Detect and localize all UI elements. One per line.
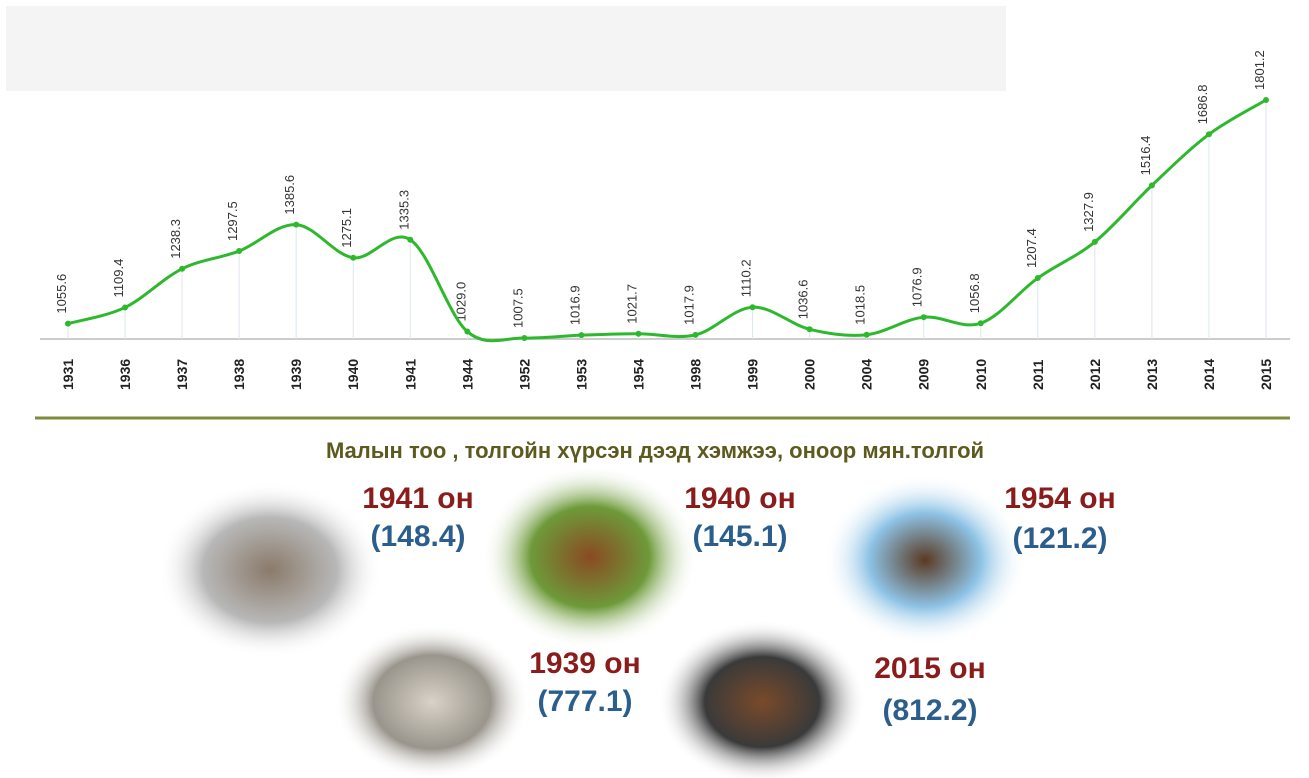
point xyxy=(635,331,641,337)
x-tick-label: 1998 xyxy=(688,359,704,390)
x-tick-label: 1937 xyxy=(174,359,190,390)
point xyxy=(978,320,984,326)
x-tick-label: 1941 xyxy=(402,359,418,390)
point xyxy=(350,255,356,261)
x-tick-label: 2011 xyxy=(1030,359,1046,390)
annotation-year: 1941 он xyxy=(362,482,474,515)
annotation-value: (148.4) xyxy=(370,520,465,553)
point xyxy=(293,222,299,228)
point xyxy=(1035,275,1041,281)
x-tick-label: 1999 xyxy=(745,359,761,390)
x-tick-label: 2014 xyxy=(1201,359,1217,390)
point xyxy=(921,314,927,320)
x-tick-label: 1940 xyxy=(345,359,361,390)
photo-camels xyxy=(823,474,1027,646)
chart: Малын тоо , толгойн хүрсэн дээд хэмжээ, … xyxy=(0,0,1309,778)
point xyxy=(1206,131,1212,137)
data-label: 1056.8 xyxy=(967,273,982,313)
data-label: 1076.9 xyxy=(910,267,925,307)
data-label: 1297.5 xyxy=(225,201,240,241)
data-label: 1516.4 xyxy=(1138,136,1153,176)
x-tick-label: 2000 xyxy=(802,359,818,390)
annotation-value: (121.2) xyxy=(1012,522,1107,555)
x-tick-label: 1954 xyxy=(630,359,646,390)
x-tick-label: 1936 xyxy=(117,359,133,390)
annotation-year: 2015 он xyxy=(874,652,986,685)
data-label: 1036.6 xyxy=(796,280,811,320)
photo-sheep xyxy=(334,624,530,778)
data-label: 1327.9 xyxy=(1081,192,1096,232)
data-label: 1016.9 xyxy=(567,285,582,325)
point xyxy=(236,248,242,254)
x-tick-label: 1952 xyxy=(516,359,532,390)
x-tick-label: 2004 xyxy=(859,359,875,390)
annotation-value: (145.1) xyxy=(692,520,787,553)
x-tick-label: 1953 xyxy=(573,359,589,390)
annotation-year: 1940 он xyxy=(684,482,796,515)
data-label: 1335.3 xyxy=(396,190,411,230)
data-label: 1017.9 xyxy=(682,285,697,325)
x-tick-label: 1944 xyxy=(459,359,475,390)
point xyxy=(407,237,413,243)
data-label: 1021.7 xyxy=(624,284,639,324)
annotation-year: 1939 он xyxy=(529,647,641,680)
data-label: 1238.3 xyxy=(168,219,183,259)
x-tick-label: 2009 xyxy=(916,359,932,390)
point xyxy=(179,266,185,272)
point xyxy=(464,329,470,335)
data-label: 1055.6 xyxy=(54,274,69,314)
x-tick-label: 1939 xyxy=(288,359,304,390)
photo-horses xyxy=(158,482,382,658)
photo-cattle xyxy=(482,465,698,649)
data-label: 1110.2 xyxy=(739,259,754,297)
point xyxy=(864,332,870,338)
page: {"chart_data": {"type": "line", "categor… xyxy=(0,0,1309,778)
data-label: 1275.1 xyxy=(339,208,354,248)
caption: Малын тоо , толгойн хүрсэн дээд хэмжээ, … xyxy=(326,438,984,463)
photo-goats xyxy=(658,620,866,778)
point xyxy=(807,326,813,332)
header-band xyxy=(6,6,1006,91)
data-label: 1007.5 xyxy=(510,288,525,328)
x-tick-label: 1931 xyxy=(60,359,76,390)
point xyxy=(578,332,584,338)
data-label: 1207.4 xyxy=(1024,228,1039,268)
point xyxy=(1092,239,1098,245)
data-label: 1385.6 xyxy=(282,175,297,215)
annotation-year: 1954 он xyxy=(1004,482,1116,515)
data-label: 1018.5 xyxy=(853,285,868,325)
x-tick-label: 1938 xyxy=(231,359,247,390)
x-tick-label: 2015 xyxy=(1258,359,1274,390)
annotation-value: (777.1) xyxy=(537,685,632,718)
data-label: 1686.8 xyxy=(1195,85,1210,125)
annotation-value: (812.2) xyxy=(882,694,977,727)
x-tick-label: 2013 xyxy=(1144,359,1160,390)
point xyxy=(693,332,699,338)
point xyxy=(122,304,128,310)
data-label: 1801.2 xyxy=(1252,50,1267,90)
point xyxy=(1149,182,1155,188)
point xyxy=(521,335,527,341)
point xyxy=(1263,97,1269,103)
point xyxy=(65,321,71,327)
x-tick-label: 2012 xyxy=(1087,359,1103,390)
x-tick-label: 2010 xyxy=(973,359,989,390)
point xyxy=(750,304,756,310)
data-label: 1109.4 xyxy=(111,259,126,298)
